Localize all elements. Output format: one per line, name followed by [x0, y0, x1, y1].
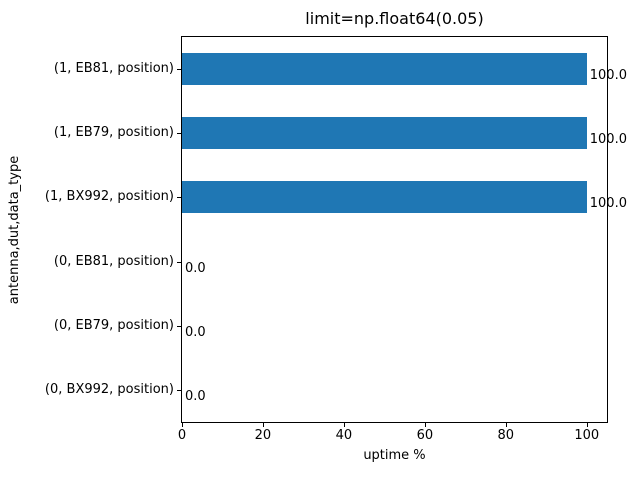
y-tick-mark: [177, 197, 181, 198]
x-tick-label: 0: [177, 428, 187, 443]
y-tick-mark: [177, 326, 181, 327]
y-tick-label: (0, EB79, position): [53, 317, 174, 333]
x-tick-label: 100: [574, 428, 600, 443]
y-tick-mark: [177, 262, 181, 263]
bar-value-label: 100.0: [589, 68, 627, 83]
y-tick-mark: [177, 69, 181, 70]
bar: [182, 53, 587, 85]
x-tick-label: 20: [254, 428, 272, 443]
x-tick-mark: [182, 422, 183, 427]
y-tick-mark: [177, 390, 181, 391]
y-axis-label: antenna,dut,data_type: [7, 155, 22, 305]
bar-value-label: 0.0: [185, 324, 206, 340]
bar-value-label: 0.0: [185, 260, 206, 276]
x-tick-label: 60: [416, 428, 434, 443]
bar: [182, 117, 587, 150]
x-tick-mark: [424, 422, 426, 427]
bar-value-label: 100.0: [589, 132, 627, 148]
chart-title: limit=np.float64(0.05): [305, 9, 484, 28]
y-tick-mark: [177, 133, 181, 134]
y-tick-label: (1, EB81, position): [53, 61, 174, 76]
x-tick-mark: [586, 422, 588, 427]
y-tick-label: (0, EB81, position): [53, 253, 174, 269]
bar: [182, 181, 587, 214]
x-tick-label: 80: [497, 428, 515, 443]
x-tick-label: 40: [335, 428, 353, 443]
plot-area: (1, EB81, position) 100.0 (1, EB79, positi…: [45, 36, 627, 443]
x-tick-mark: [343, 422, 345, 427]
bar-value-label: 100.0: [589, 196, 627, 212]
x-tick-mark: [505, 422, 507, 427]
bar-value-label: 0.0: [185, 389, 206, 404]
y-tick-label: (0, BX992, position): [44, 382, 174, 397]
x-axis-label: uptime %: [363, 448, 426, 463]
y-tick-label: (1, EB79, position): [53, 125, 174, 141]
y-tick-label: (1, BX992, position): [44, 189, 174, 205]
x-tick-mark: [262, 422, 264, 427]
